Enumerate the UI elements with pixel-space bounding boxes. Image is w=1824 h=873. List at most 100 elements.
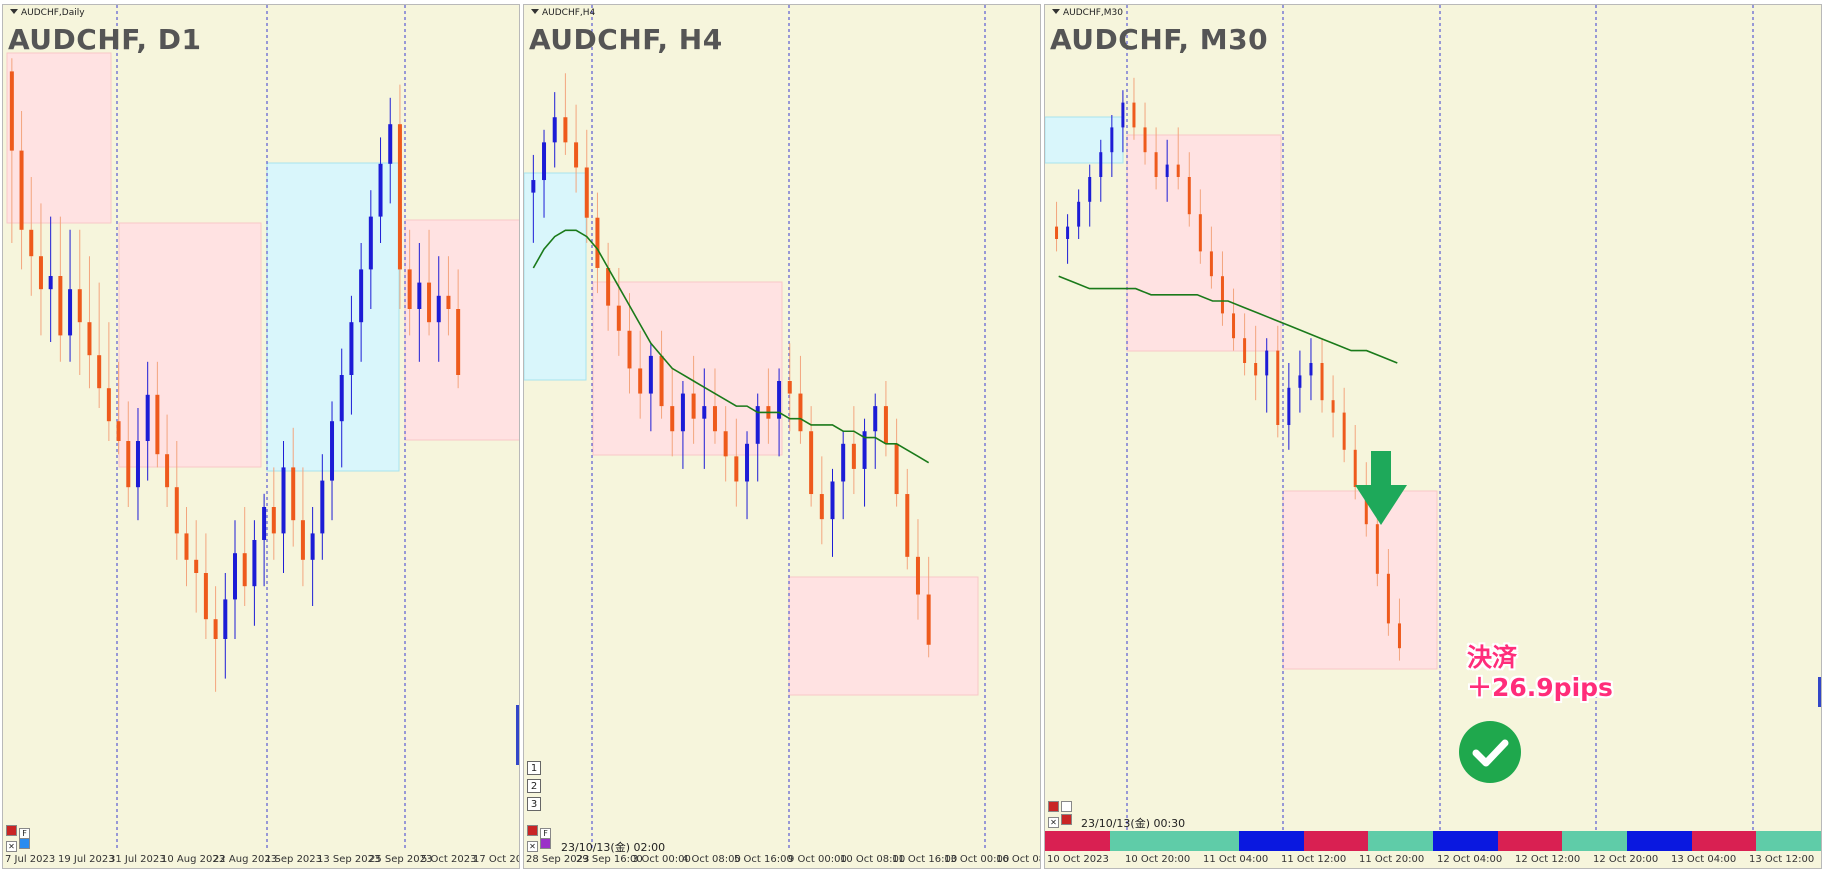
candle-body-34: [339, 375, 344, 422]
candle-body-8: [616, 305, 621, 331]
candle-body-27: [1353, 449, 1357, 487]
square-button[interactable]: [19, 838, 30, 849]
x-tick-label: 11 Oct 16:00: [892, 854, 958, 865]
candle-body-12: [126, 441, 131, 488]
x-button[interactable]: ✕: [527, 841, 538, 852]
chart-plot-area-d1[interactable]: [3, 5, 520, 869]
zone-red-3: [404, 219, 519, 441]
candle-body-18: [184, 533, 189, 560]
candle-body-18: [723, 431, 728, 457]
candle-body-26: [262, 507, 267, 540]
strip-segment: [1239, 831, 1304, 851]
symbol-label: AUDCHF,H4: [531, 8, 595, 18]
chart-panel-h4[interactable]: AUDCHF,H4 AUDCHF, H4 1 2 3 F ✕ 23/10/13(…: [523, 4, 1041, 869]
scroll-marker[interactable]: [516, 705, 519, 765]
square-button[interactable]: [540, 838, 551, 849]
candle-body-24: [1320, 363, 1324, 401]
strip-segment: [1627, 831, 1692, 851]
x-tick-label: 9 Oct 00:00: [788, 854, 847, 865]
candle-body-32: [320, 480, 325, 534]
candle-body-1: [19, 150, 24, 230]
candle-body-16: [165, 454, 170, 488]
candle-body-28: [1364, 487, 1368, 525]
zone-blue-2: [266, 162, 400, 472]
candle-body-25: [252, 540, 257, 587]
zone-red-1: [1126, 134, 1282, 352]
candle-body-17: [1243, 338, 1247, 363]
candle-body-12: [1187, 177, 1191, 215]
candle-body-5: [58, 276, 63, 336]
candle-body-35: [349, 322, 354, 375]
candle-body-10: [106, 388, 111, 422]
strip-segment: [1109, 831, 1175, 851]
candle-body-39: [388, 124, 393, 164]
candle-body-31: [1397, 623, 1401, 649]
candle-body-42: [417, 282, 422, 309]
minimize-button[interactable]: [1061, 801, 1072, 812]
x-tick-label: 13 Oct 04:00: [1671, 854, 1737, 865]
candle-body-33: [330, 421, 335, 481]
window-number-2[interactable]: 2: [527, 779, 541, 793]
annotation-line-2: ＋26.9pips: [1467, 673, 1613, 702]
x-tick-label: 10 Oct 20:00: [1125, 854, 1191, 865]
candle-body-6: [595, 217, 600, 268]
dropdown-triangle-icon[interactable]: [531, 9, 539, 14]
candle-body-9: [627, 330, 632, 369]
candle-body-11: [648, 355, 653, 394]
square-button[interactable]: [1061, 814, 1072, 825]
candle-body-1: [1066, 226, 1070, 239]
candle-body-45: [446, 295, 451, 309]
strip-segment: [1174, 831, 1240, 851]
x-button[interactable]: ✕: [6, 841, 17, 852]
candle-body-34: [894, 443, 899, 495]
zone-red-0: [6, 52, 112, 224]
candle-body-20: [1276, 350, 1280, 425]
candle-body-27: [819, 494, 824, 520]
candle-body-18: [1254, 363, 1258, 376]
chart-panel-m30[interactable]: AUDCHF,M30 AUDCHF, M30 決済 ＋26.9pips ✕ 23…: [1044, 4, 1822, 869]
candle-body-9: [1154, 152, 1158, 177]
candle-body-17: [174, 487, 179, 534]
chart-controls: F: [527, 825, 553, 839]
down-arrow-icon: [1355, 451, 1407, 525]
candle-body-2: [29, 229, 34, 257]
candle-body-33: [883, 406, 888, 444]
close-button[interactable]: [1048, 801, 1059, 812]
dropdown-triangle-icon[interactable]: [10, 9, 18, 14]
candle-body-7: [606, 267, 611, 306]
scroll-marker[interactable]: [1818, 677, 1821, 707]
dropdown-triangle-icon[interactable]: [1052, 9, 1060, 14]
candle-body-28: [830, 481, 835, 520]
x-tick-label: 10 Aug 2023: [161, 854, 226, 865]
x-button[interactable]: ✕: [1048, 817, 1059, 828]
x-axis: 28 Sep 2023 29 Sep 16:00 3 Oct 00:00 4 Oct …: [524, 850, 1040, 868]
x-tick-label: 13 Sep 2023: [317, 854, 381, 865]
x-tick-label: 31 Jul 2023: [109, 854, 166, 865]
x-tick-label: 13 Oct 00:00: [944, 854, 1010, 865]
candle-body-26: [809, 431, 814, 495]
symbol-label-text: AUDCHF,Daily: [21, 8, 85, 18]
window-number-1[interactable]: 1: [527, 761, 541, 775]
symbol-label-text: AUDCHF,M30: [1063, 8, 1123, 18]
close-button[interactable]: [527, 825, 538, 836]
zone-red-2: [1282, 490, 1438, 670]
close-button[interactable]: [6, 825, 17, 836]
candle-body-31: [862, 431, 867, 469]
candle-body-0: [531, 180, 536, 193]
x-tick-label: 7 Jul 2023: [5, 854, 56, 865]
chart-plot-area-h4[interactable]: [524, 5, 1041, 869]
x-tick-label: 19 Jul 2023: [58, 854, 115, 865]
strip-segment: [1303, 831, 1369, 851]
x-tick-label: 25 Sep 2023: [369, 854, 433, 865]
candle-body-21: [213, 619, 218, 639]
candle-body-23: [233, 553, 237, 600]
annotation-line-1: 決済: [1467, 643, 1518, 672]
candle-body-44: [436, 295, 441, 323]
window-number-3[interactable]: 3: [527, 797, 541, 811]
chart-panel-d1[interactable]: AUDCHF,Daily AUDCHF, D1 F ✕ 7 Jul 2023 19…: [2, 4, 520, 869]
candle-body-38: [378, 163, 383, 217]
strip-segment: [1756, 831, 1821, 851]
check-circle-icon: [1459, 721, 1521, 783]
chart-plot-area-m30[interactable]: [1045, 5, 1822, 869]
